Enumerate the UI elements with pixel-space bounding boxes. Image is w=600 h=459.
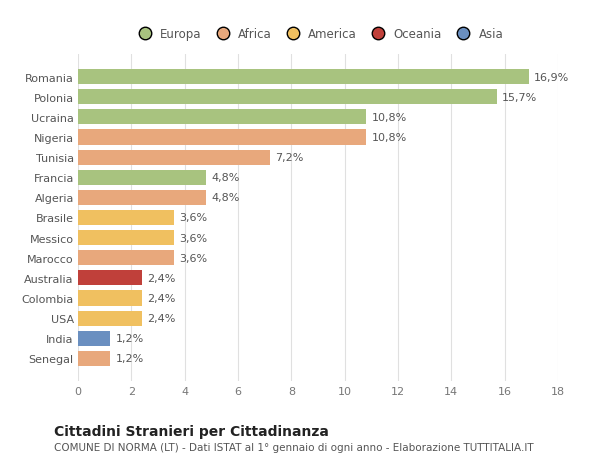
Bar (78, 211, 174, 225)
Legend: Europa, Africa, America, Oceania, Asia: Europa, Africa, America, Oceania, Asia (133, 28, 503, 41)
Text: 2,4%: 2,4% (148, 293, 176, 303)
Bar (78, 311, 142, 326)
Text: 7,2%: 7,2% (275, 153, 304, 163)
Text: 16,9%: 16,9% (534, 73, 569, 83)
Bar (78, 351, 110, 366)
Text: 4,8%: 4,8% (211, 173, 240, 183)
Bar (78, 70, 529, 85)
Text: 15,7%: 15,7% (502, 93, 537, 102)
Text: 4,8%: 4,8% (211, 193, 240, 203)
Text: 3,6%: 3,6% (179, 233, 208, 243)
Bar (78, 291, 142, 306)
Text: 3,6%: 3,6% (179, 213, 208, 223)
Text: 2,4%: 2,4% (148, 313, 176, 324)
Text: COMUNE DI NORMA (LT) - Dati ISTAT al 1° gennaio di ogni anno - Elaborazione TUTT: COMUNE DI NORMA (LT) - Dati ISTAT al 1° … (54, 442, 533, 452)
Text: 1,2%: 1,2% (115, 334, 143, 343)
Bar (78, 150, 270, 165)
Text: 2,4%: 2,4% (148, 273, 176, 283)
Bar (78, 130, 366, 145)
Bar (78, 90, 497, 105)
Text: 3,6%: 3,6% (179, 253, 208, 263)
Text: 10,8%: 10,8% (371, 133, 407, 143)
Text: 10,8%: 10,8% (371, 112, 407, 123)
Text: Cittadini Stranieri per Cittadinanza: Cittadini Stranieri per Cittadinanza (54, 425, 329, 438)
Bar (78, 110, 366, 125)
Bar (78, 271, 142, 286)
Bar (78, 251, 174, 266)
Bar (78, 331, 110, 346)
Bar (78, 190, 206, 206)
Text: 1,2%: 1,2% (115, 353, 143, 364)
Bar (78, 230, 174, 246)
Bar (78, 170, 206, 185)
